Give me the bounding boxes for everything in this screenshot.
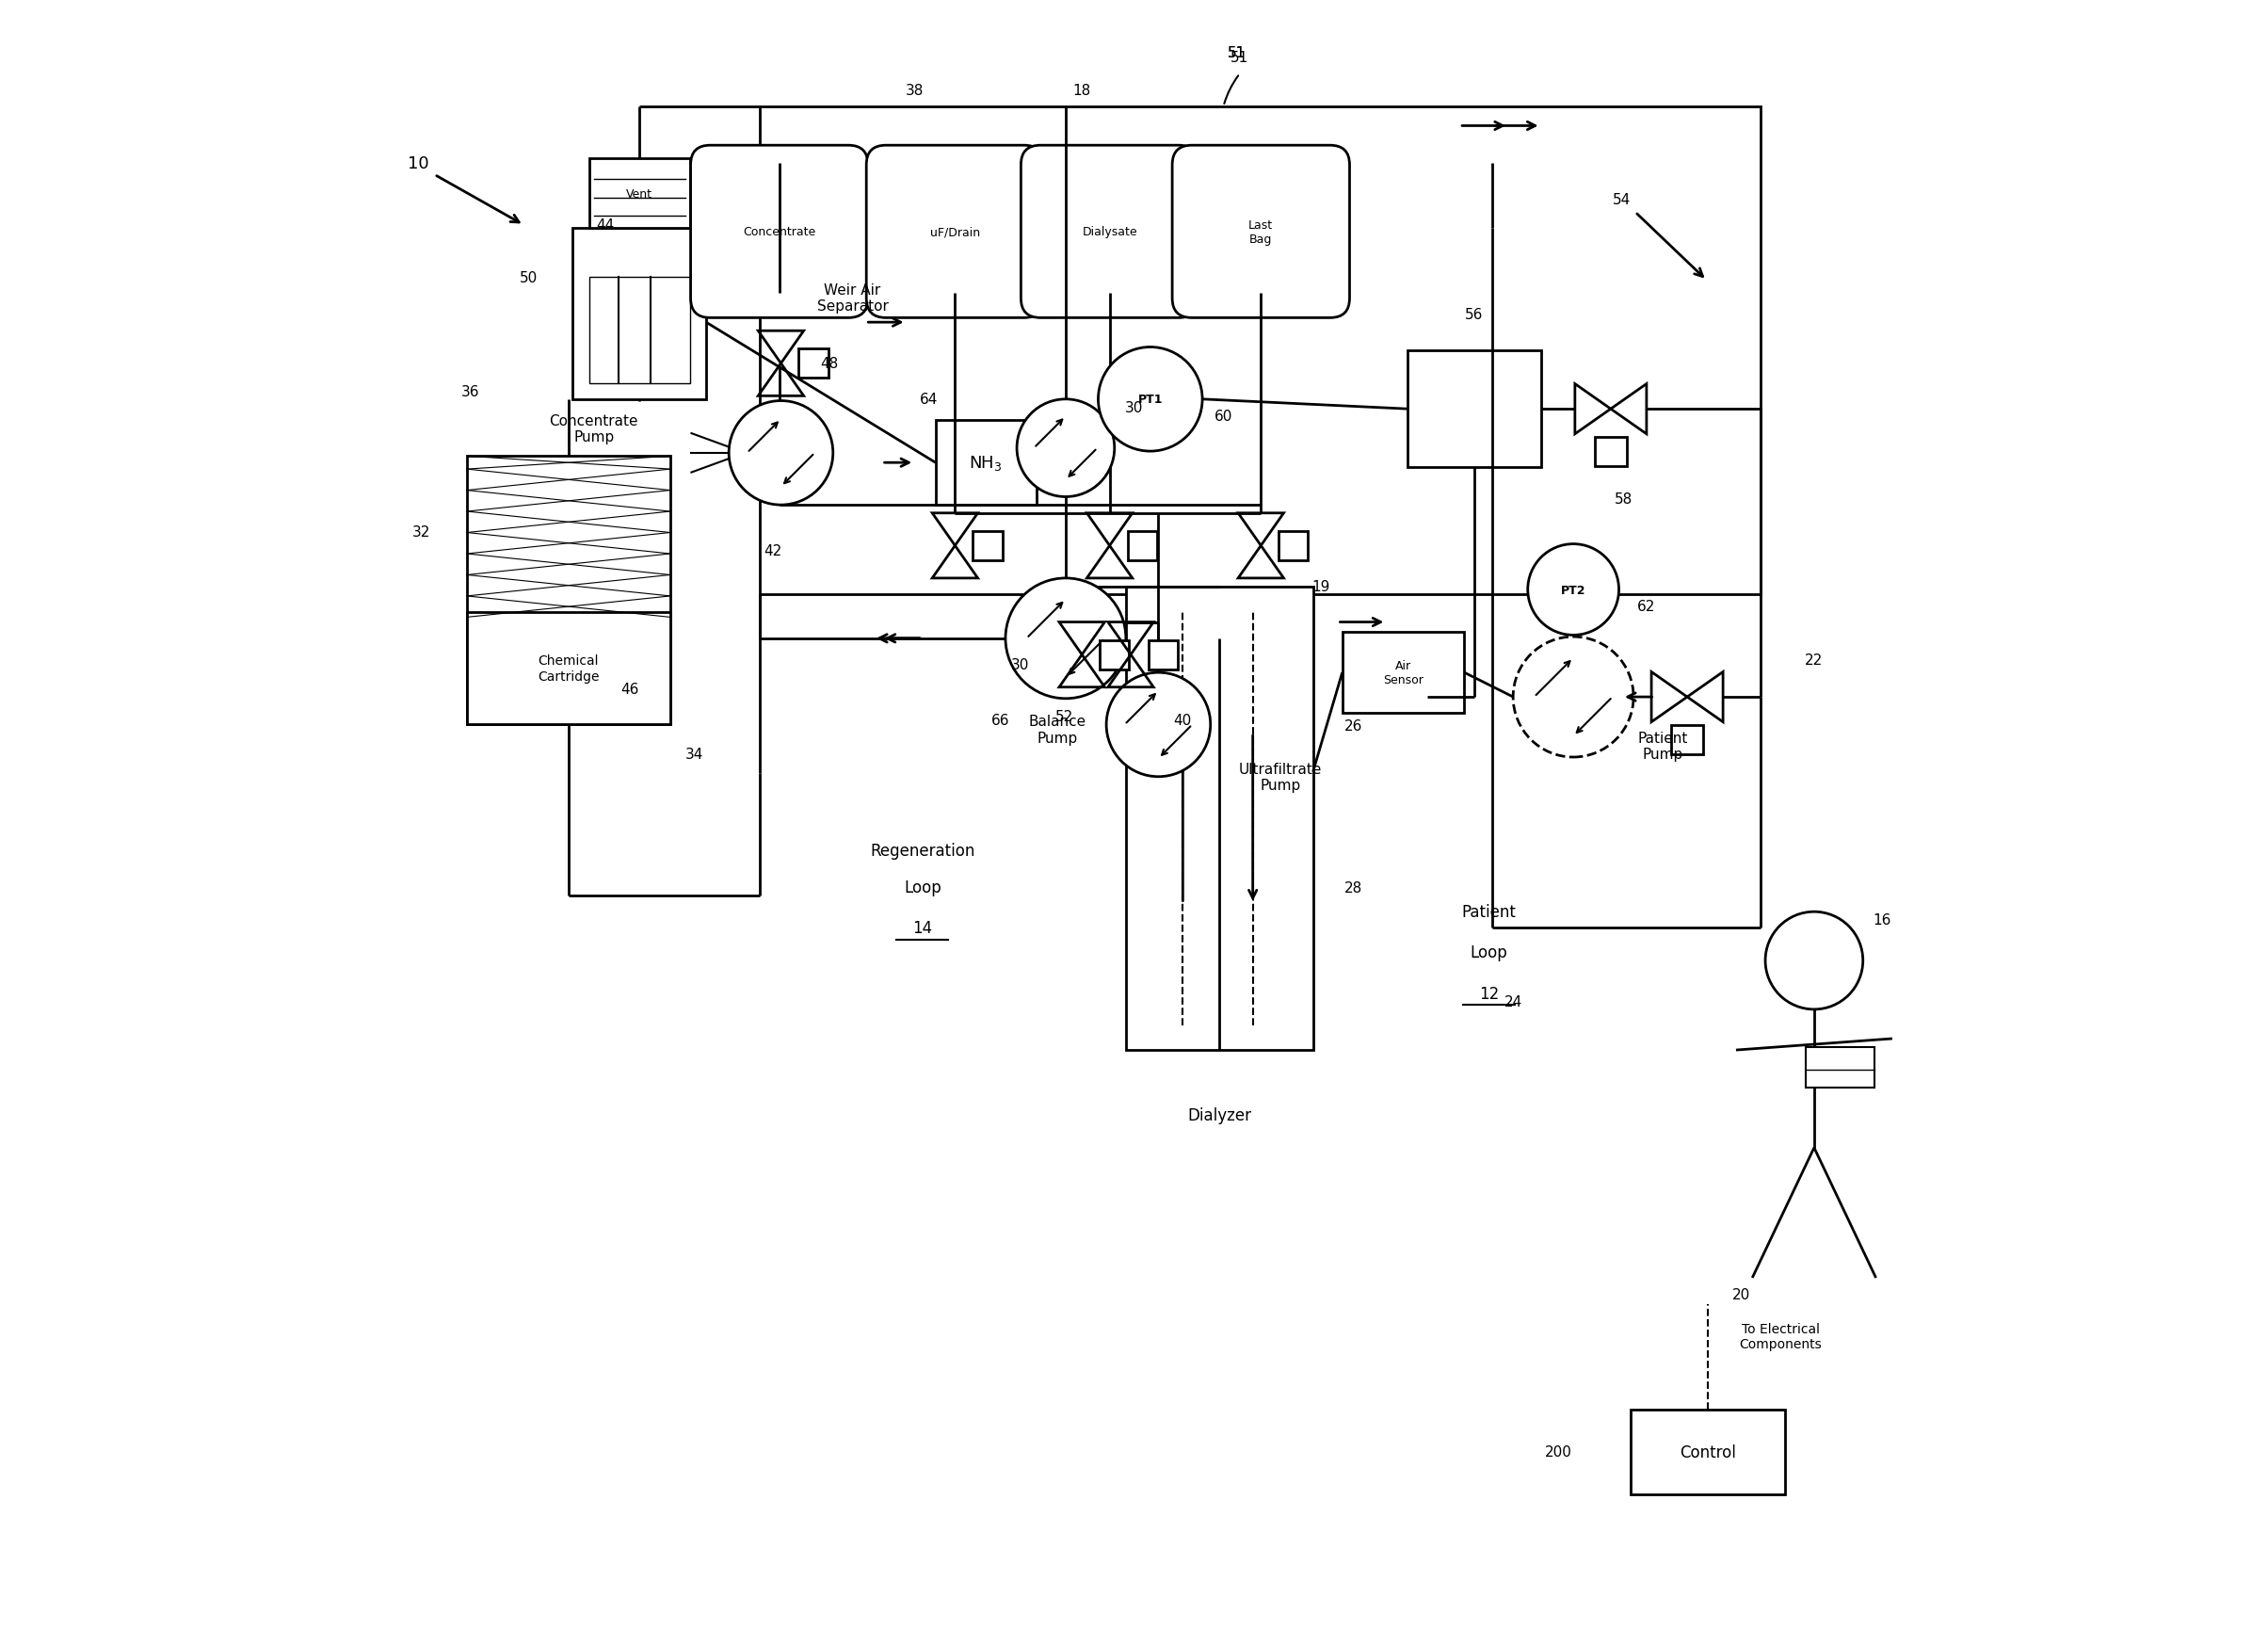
Text: 50: 50	[519, 270, 538, 285]
Text: 52: 52	[1055, 710, 1073, 723]
FancyBboxPatch shape	[1672, 725, 1703, 754]
Text: 64: 64	[921, 393, 939, 407]
Text: 30: 30	[1012, 658, 1030, 671]
Text: 200: 200	[1545, 1445, 1572, 1460]
FancyBboxPatch shape	[1021, 147, 1198, 318]
Text: Chemical
Cartridge: Chemical Cartridge	[538, 655, 599, 683]
Text: Loop: Loop	[903, 880, 941, 896]
Text: Patient
Pump: Patient Pump	[1637, 731, 1687, 761]
Text: To Electrical
Components: To Electrical Components	[1740, 1323, 1821, 1350]
Text: Control: Control	[1678, 1443, 1735, 1461]
Text: 18: 18	[1073, 83, 1091, 98]
Text: 22: 22	[1805, 653, 1823, 666]
FancyBboxPatch shape	[572, 230, 705, 399]
Text: 19: 19	[1311, 580, 1331, 595]
Circle shape	[1513, 637, 1633, 757]
Text: 32: 32	[413, 525, 431, 539]
Circle shape	[1107, 673, 1211, 777]
Text: 36: 36	[460, 384, 479, 399]
FancyBboxPatch shape	[1805, 1047, 1873, 1088]
Text: 12: 12	[1479, 986, 1499, 1002]
Text: 51: 51	[1227, 46, 1245, 60]
FancyBboxPatch shape	[590, 160, 689, 230]
Text: 58: 58	[1615, 492, 1633, 507]
Circle shape	[728, 401, 832, 505]
Text: 48: 48	[821, 357, 839, 371]
Circle shape	[1016, 399, 1114, 497]
Text: 60: 60	[1213, 409, 1232, 424]
Text: 16: 16	[1873, 914, 1892, 927]
Text: Patient: Patient	[1461, 904, 1515, 920]
Circle shape	[1098, 347, 1202, 451]
FancyBboxPatch shape	[1148, 640, 1177, 670]
Text: 44: 44	[596, 218, 615, 233]
FancyBboxPatch shape	[1631, 1409, 1785, 1494]
Text: 56: 56	[1465, 308, 1483, 323]
Text: PT1: PT1	[1139, 394, 1163, 406]
Text: 20: 20	[1733, 1287, 1751, 1302]
Text: Concentrate
Pump: Concentrate Pump	[549, 414, 637, 445]
Text: Ultrafiltrate
Pump: Ultrafiltrate Pump	[1238, 762, 1322, 792]
FancyBboxPatch shape	[1408, 350, 1540, 468]
Text: 51: 51	[1227, 46, 1245, 60]
FancyBboxPatch shape	[467, 613, 671, 725]
FancyBboxPatch shape	[1100, 640, 1129, 670]
Text: Vent: Vent	[626, 187, 653, 200]
FancyBboxPatch shape	[1343, 632, 1465, 714]
FancyBboxPatch shape	[1125, 586, 1313, 1051]
Text: 10: 10	[408, 155, 429, 173]
FancyBboxPatch shape	[1127, 531, 1157, 560]
Text: 42: 42	[764, 544, 782, 559]
Text: Dialyzer: Dialyzer	[1188, 1108, 1252, 1124]
Text: Balance
Pump: Balance Pump	[1030, 715, 1086, 744]
Text: Weir Air
Separator: Weir Air Separator	[816, 283, 889, 313]
Text: 40: 40	[1175, 714, 1193, 727]
Text: Regeneration: Regeneration	[871, 842, 975, 858]
Circle shape	[1529, 544, 1619, 635]
Text: 66: 66	[991, 714, 1009, 727]
FancyBboxPatch shape	[692, 147, 869, 318]
FancyBboxPatch shape	[760, 108, 1760, 595]
Text: 46: 46	[621, 683, 640, 696]
Text: 51: 51	[1232, 50, 1250, 65]
FancyBboxPatch shape	[1594, 438, 1626, 468]
Text: 62: 62	[1637, 599, 1656, 614]
Text: 26: 26	[1345, 718, 1363, 733]
FancyBboxPatch shape	[467, 456, 671, 725]
Text: 34: 34	[685, 748, 703, 761]
Circle shape	[1005, 578, 1125, 699]
Text: 28: 28	[1345, 881, 1363, 896]
Text: 14: 14	[912, 920, 932, 937]
Text: Last
Bag: Last Bag	[1250, 218, 1272, 246]
FancyBboxPatch shape	[934, 420, 1036, 505]
Circle shape	[1765, 912, 1862, 1010]
Text: PT2: PT2	[1560, 583, 1585, 596]
FancyBboxPatch shape	[1279, 531, 1309, 560]
FancyBboxPatch shape	[798, 349, 828, 378]
FancyBboxPatch shape	[973, 531, 1002, 560]
Text: 54: 54	[1613, 192, 1631, 207]
Text: 38: 38	[905, 83, 923, 98]
Text: Air
Sensor: Air Sensor	[1383, 660, 1424, 686]
Text: 24: 24	[1504, 994, 1522, 1008]
FancyBboxPatch shape	[1173, 147, 1349, 318]
Text: Concentrate: Concentrate	[744, 226, 816, 238]
Text: NH$_3$: NH$_3$	[968, 454, 1002, 472]
Text: 30: 30	[1125, 401, 1143, 415]
Text: Dialysate: Dialysate	[1082, 226, 1136, 238]
Text: uF/Drain: uF/Drain	[930, 226, 980, 238]
FancyBboxPatch shape	[590, 277, 689, 383]
FancyBboxPatch shape	[866, 147, 1043, 318]
Text: Loop: Loop	[1470, 945, 1508, 961]
